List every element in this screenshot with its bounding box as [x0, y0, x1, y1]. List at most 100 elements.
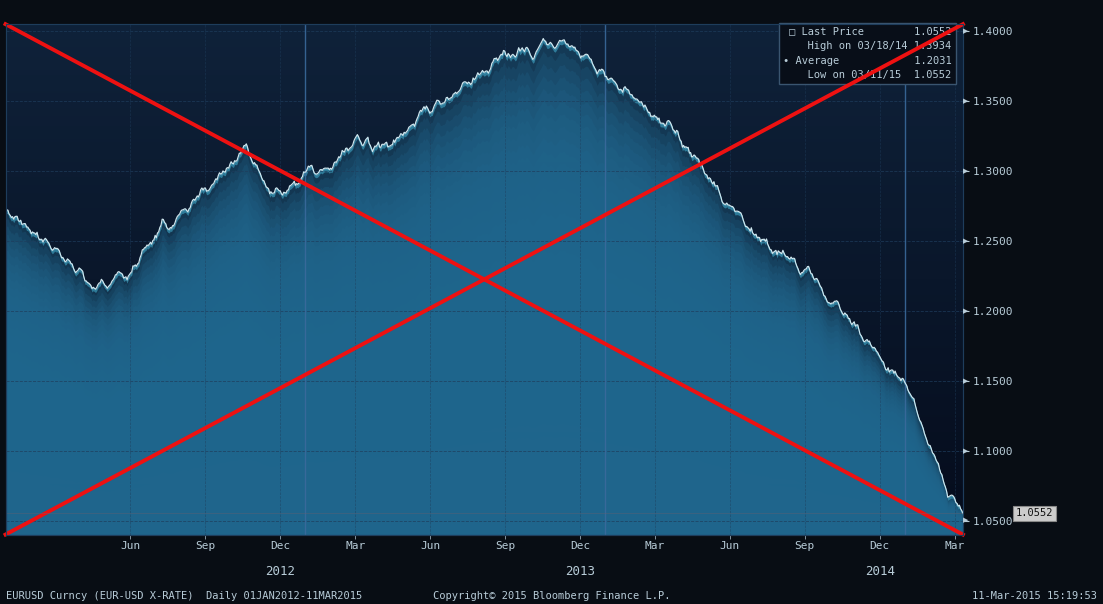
Bar [6, 326, 963, 328]
Bar [6, 103, 963, 106]
Bar [6, 501, 963, 504]
Text: ▶: ▶ [963, 98, 968, 104]
Bar [6, 24, 963, 27]
Text: 2014: 2014 [865, 565, 895, 578]
Bar [6, 445, 963, 448]
Bar [6, 509, 963, 512]
Bar [6, 32, 963, 34]
Bar [6, 27, 963, 29]
Bar [6, 491, 963, 493]
Bar [6, 236, 963, 239]
Bar [6, 333, 963, 335]
Bar [6, 266, 963, 269]
Bar [6, 476, 963, 478]
Bar [6, 243, 963, 246]
Bar [6, 129, 963, 131]
Bar [6, 417, 963, 420]
Bar [6, 157, 963, 159]
Bar [6, 300, 963, 303]
Bar [6, 307, 963, 310]
Bar [6, 85, 963, 88]
Bar [6, 478, 963, 481]
Bar [6, 34, 963, 37]
Bar [6, 351, 963, 353]
Bar [6, 254, 963, 256]
Text: EURUSD Curncy (EUR-USD X-RATE)  Daily 01JAN2012-11MAR2015: EURUSD Curncy (EUR-USD X-RATE) Daily 01J… [6, 591, 362, 601]
Bar [6, 149, 963, 152]
Bar [6, 208, 963, 210]
Bar [6, 205, 963, 208]
Bar [6, 507, 963, 509]
Bar [6, 57, 963, 60]
Text: ▶: ▶ [963, 448, 968, 454]
Bar [6, 213, 963, 216]
Bar [6, 52, 963, 55]
Text: 11-Mar-2015 15:19:53: 11-Mar-2015 15:19:53 [973, 591, 1097, 601]
Bar [6, 432, 963, 435]
Bar [6, 524, 963, 527]
Bar [6, 139, 963, 141]
Bar [6, 239, 963, 241]
Bar [6, 147, 963, 149]
Bar [6, 282, 963, 284]
Bar [6, 70, 963, 72]
Bar [6, 274, 963, 277]
Bar [6, 468, 963, 471]
Bar [6, 223, 963, 226]
Bar [6, 407, 963, 410]
Bar [6, 95, 963, 98]
Bar [6, 98, 963, 101]
Bar [6, 425, 963, 428]
Bar [6, 376, 963, 379]
Bar [6, 164, 963, 167]
Bar [6, 338, 963, 341]
Bar [6, 233, 963, 236]
Bar [6, 387, 963, 389]
Bar [6, 394, 963, 397]
Bar [6, 463, 963, 466]
Bar [6, 251, 963, 254]
Text: ▶: ▶ [963, 518, 968, 524]
Bar [6, 440, 963, 443]
Bar [6, 349, 963, 351]
Bar [6, 287, 963, 289]
Bar [6, 297, 963, 300]
Bar [6, 455, 963, 458]
Bar [6, 111, 963, 114]
Bar [6, 39, 963, 42]
Bar [6, 134, 963, 137]
Bar [6, 37, 963, 39]
Bar [6, 361, 963, 364]
Bar [6, 180, 963, 182]
Bar [6, 246, 963, 249]
Bar [6, 397, 963, 399]
Bar [6, 195, 963, 198]
Bar [6, 172, 963, 175]
Bar [6, 530, 963, 532]
Bar [6, 193, 963, 195]
Bar [6, 190, 963, 193]
Bar [6, 175, 963, 177]
Bar [6, 310, 963, 312]
Bar [6, 259, 963, 262]
Bar [6, 91, 963, 93]
Bar [6, 320, 963, 323]
Bar [6, 262, 963, 264]
Bar [6, 410, 963, 412]
Bar [6, 483, 963, 486]
Bar [6, 353, 963, 356]
Bar [6, 29, 963, 32]
Bar [6, 108, 963, 111]
Bar [6, 45, 963, 47]
Bar [6, 453, 963, 455]
Bar [6, 414, 963, 417]
Bar [6, 75, 963, 78]
Bar [6, 231, 963, 233]
Bar [6, 152, 963, 154]
Bar [6, 131, 963, 134]
Bar [6, 269, 963, 272]
Bar [6, 68, 963, 70]
Bar [6, 114, 963, 116]
Bar [6, 78, 963, 80]
Bar [6, 466, 963, 468]
